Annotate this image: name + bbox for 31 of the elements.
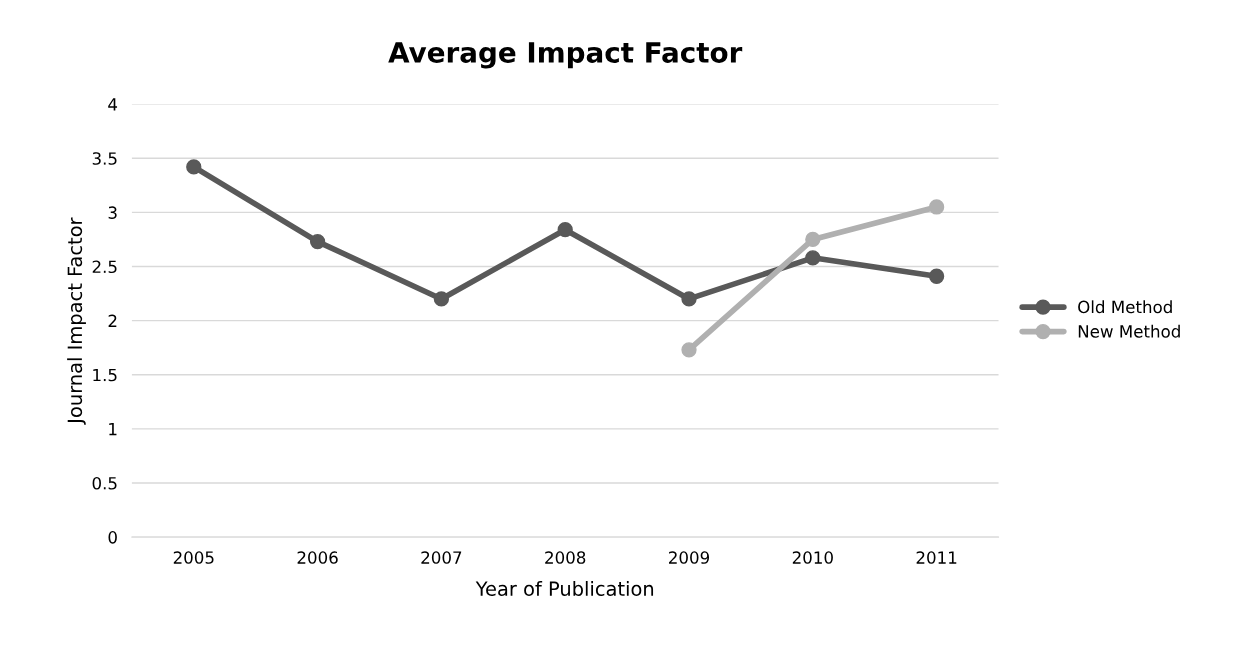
chart-title: Average Impact Factor — [388, 42, 743, 69]
point — [928, 199, 945, 215]
point — [681, 291, 697, 307]
point — [433, 291, 450, 307]
y-tick-label: 3.5 — [92, 152, 117, 165]
x-tick-label: 2010 — [792, 551, 833, 564]
y-tick-label: 3 — [108, 206, 117, 219]
y-tick-label: 0.5 — [92, 476, 117, 490]
legend-label: Old Method — [1078, 300, 1172, 314]
y-axis-title: Journal Impact Factor — [67, 217, 86, 425]
x-tick-label: 2009 — [669, 551, 710, 564]
x-tick-label: 2007 — [421, 551, 462, 564]
x-tick-label: 2011 — [916, 551, 957, 564]
point — [928, 268, 945, 284]
y-tick-label: 0 — [108, 531, 117, 544]
point — [557, 222, 573, 238]
point — [805, 231, 821, 248]
x-tick-label: 2006 — [297, 551, 338, 564]
y-tick-label: 2.5 — [92, 260, 117, 274]
y-tick-label: 2 — [108, 314, 117, 327]
point — [186, 159, 202, 175]
point — [309, 233, 326, 250]
point — [681, 342, 697, 358]
y-tick-label: 1.5 — [93, 368, 117, 382]
x-axis-title: Year of Publication — [475, 580, 654, 597]
point — [805, 250, 821, 266]
y-tick-label: 4 — [108, 98, 118, 111]
x-tick-label: 2005 — [173, 551, 214, 564]
y-tick-label: 1 — [109, 423, 117, 436]
legend-label: New Method — [1078, 324, 1180, 338]
x-tick-label: 2008 — [545, 551, 586, 564]
